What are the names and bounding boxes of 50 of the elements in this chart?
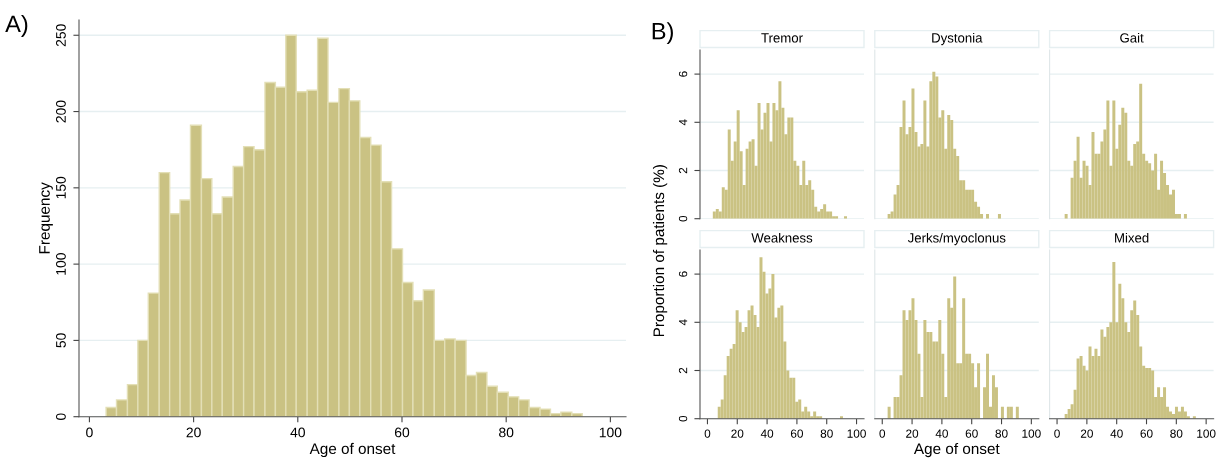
x-tick-label: 40	[935, 429, 948, 438]
y-tick-label: 2	[678, 167, 688, 174]
chart-title: Tremor	[761, 33, 803, 43]
chart-title: Gait	[1120, 32, 1144, 43]
x-tick-label: 80	[820, 429, 833, 438]
y-tick-label: 2	[678, 367, 688, 374]
x-tick-label: 40	[760, 429, 774, 438]
x-tick-label: 0	[879, 429, 886, 438]
y-axis-title: Proportion of patients (%)	[652, 165, 668, 337]
y-tick-label: 50	[56, 333, 66, 348]
text: A)	[5, 14, 28, 37]
x-tick-label: 80	[499, 427, 514, 438]
y-axis-title: Frequency	[39, 182, 53, 254]
x-tick-label: 80	[1170, 429, 1183, 438]
y-tick-label: 6	[678, 71, 688, 77]
y-tick-label: 150	[56, 176, 66, 199]
y-tick-label: 6	[678, 271, 688, 277]
x-tick-label: 80	[995, 429, 1008, 438]
y-tick-label: 250	[56, 24, 66, 47]
chart-title: Dystonia	[932, 32, 983, 46]
x-tick-label: 100	[599, 427, 622, 438]
x-tick-label: 100	[1022, 429, 1041, 438]
x-tick-label: 100	[1197, 429, 1216, 438]
x-tick-label: 40	[290, 427, 305, 438]
y-tick-label: 100	[56, 253, 66, 275]
text: B)	[652, 22, 673, 45]
x-tick-label: 60	[1140, 429, 1153, 438]
x-tick-label: 60	[965, 429, 978, 438]
chart-title: Weakness	[751, 232, 813, 243]
chart-title: Jerks/myoclonus	[907, 232, 1006, 246]
x-axis-title: Age of onset	[913, 442, 1000, 458]
y-tick-label: 4	[679, 119, 688, 126]
y-tick-label: 200	[56, 100, 66, 123]
x-tick-label: 40	[1110, 429, 1123, 438]
chart-title: Mixed	[1115, 232, 1149, 243]
x-tick-label: 20	[1080, 429, 1093, 438]
y-tick-label: 0	[678, 415, 688, 422]
x-tick-label: 60	[790, 429, 804, 438]
x-tick-label: 0	[86, 427, 93, 438]
x-tick-label: 60	[394, 427, 410, 438]
x-tick-label: 0	[704, 429, 711, 438]
x-tick-label: 100	[847, 429, 866, 438]
x-tick-label: 20	[731, 429, 744, 438]
y-tick-label: 4	[679, 319, 688, 326]
x-axis-title: Age of onset	[309, 442, 396, 458]
x-tick-label: 20	[186, 427, 201, 438]
y-tick-label: 0	[678, 215, 688, 222]
x-tick-label: 0	[1054, 429, 1060, 438]
y-tick-label: 0	[56, 413, 66, 421]
x-tick-label: 20	[906, 429, 919, 438]
